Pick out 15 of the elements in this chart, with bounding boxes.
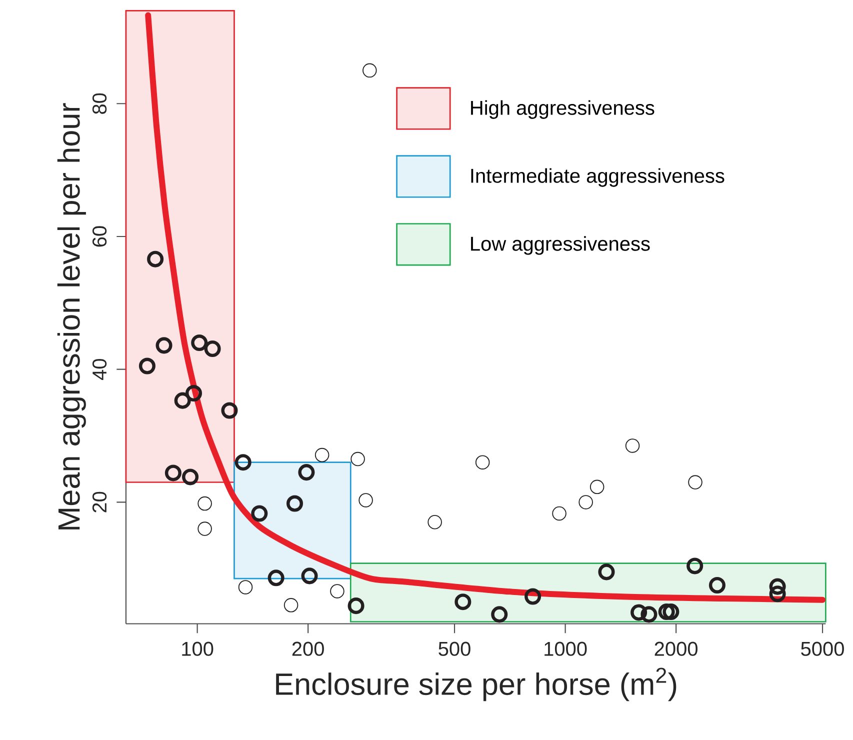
x-axis-title: Enclosure size per horse (m$^{2}$) (276, 668, 676, 702)
y-axis-title: Mean aggression level per hour (57, 103, 86, 530)
x-tick-label: 5000 (801, 642, 844, 656)
x-tick-label: 200 (292, 642, 324, 656)
x-tick-label: 500 (438, 642, 470, 656)
x-tick-label: 100 (182, 642, 214, 656)
y-tick-label: 80 (92, 93, 107, 114)
y-tick-label: 60 (92, 226, 107, 247)
legend-label: Intermediate aggressiveness (471, 168, 724, 187)
legend-label: High aggressiveness (471, 100, 654, 119)
y-tick-label: 20 (92, 492, 107, 512)
legend-label: Low aggressiveness (471, 236, 650, 255)
x-tick-label: 1000 (544, 642, 587, 656)
y-tick-label: 40 (92, 359, 107, 380)
x-tick-label: 2000 (654, 642, 698, 656)
